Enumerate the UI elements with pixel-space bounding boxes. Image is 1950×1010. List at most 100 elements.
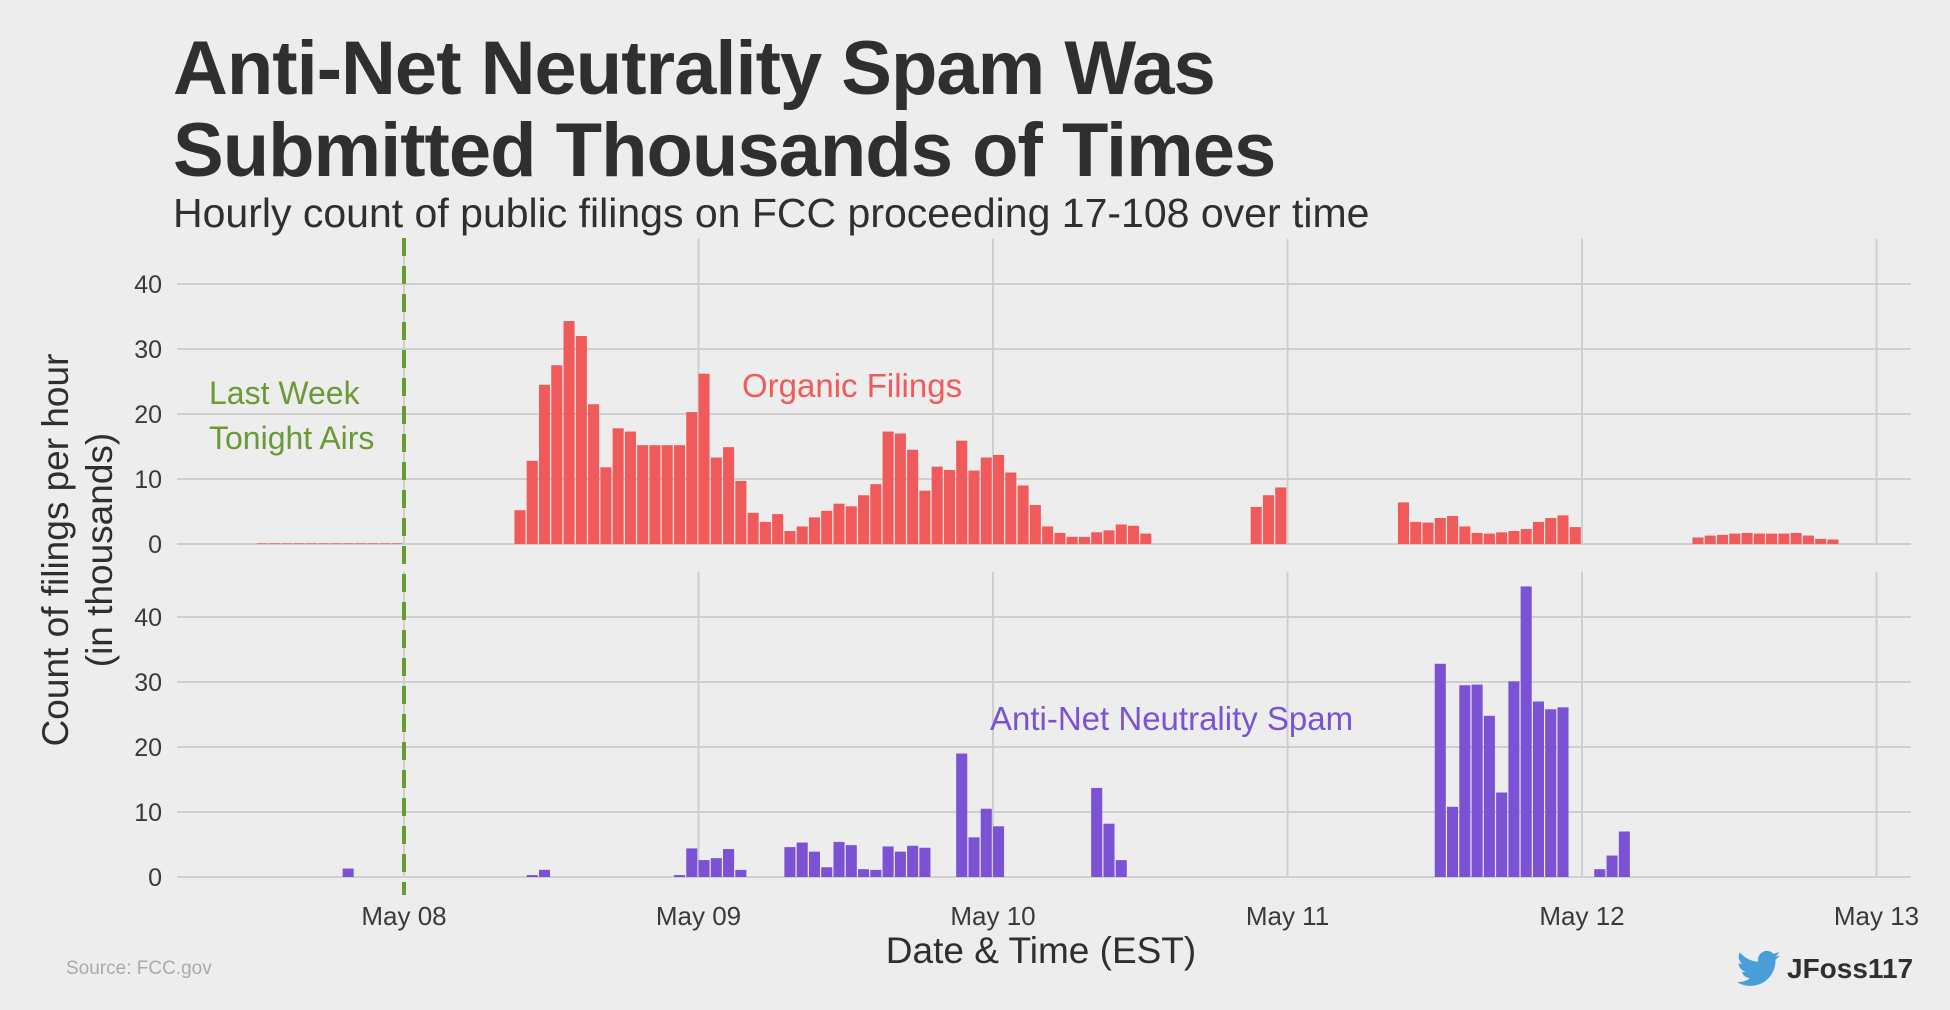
bar: [526, 875, 538, 877]
bar: [538, 869, 551, 877]
bar: [600, 467, 612, 544]
bar: [367, 543, 379, 544]
panel-spam: 0 10 20 30 40 Anti-Net Neutrality Spam: [134, 571, 1911, 892]
bar: [735, 480, 747, 544]
bar: [256, 543, 268, 544]
series-label: Organic Filings: [742, 367, 962, 404]
panel-organic: 0 10 20 30 40 Organic Filings: [134, 238, 1911, 559]
bar: [1557, 515, 1569, 544]
bar: [1422, 522, 1434, 544]
bar: [1447, 516, 1459, 544]
bar: [1778, 533, 1790, 544]
bar: [833, 841, 845, 877]
bar: [1471, 532, 1483, 544]
bar: [796, 526, 808, 544]
bar: [993, 454, 1005, 544]
title-block: Anti-Net Neutrality Spam Was Submitted T…: [173, 28, 1370, 237]
y-tick-label: 40: [134, 604, 162, 632]
bar: [305, 543, 317, 544]
bar: [919, 490, 931, 544]
bar: [894, 433, 906, 544]
bar: [796, 842, 808, 877]
bar: [1557, 707, 1569, 877]
bar: [784, 531, 796, 544]
bar: [318, 543, 330, 544]
bar: [1545, 518, 1557, 544]
bar: [1704, 535, 1716, 544]
bar: [882, 846, 894, 877]
bar: [588, 404, 600, 544]
bar: [1447, 806, 1459, 877]
bar: [686, 412, 698, 544]
bar: [526, 460, 538, 544]
bar: [1103, 530, 1115, 544]
bar: [673, 445, 686, 544]
bar: [845, 506, 857, 544]
bar: [943, 469, 955, 544]
bar: [1078, 536, 1090, 544]
bar: [342, 543, 354, 544]
y-tick-label: 30: [134, 669, 162, 697]
y-axis-label: Count of filings per hour (in thousands): [35, 354, 120, 747]
bar: [870, 869, 882, 877]
bar: [1042, 526, 1054, 544]
twitter-bird-icon: [1737, 950, 1781, 986]
x-axis-label: Date & Time (EST): [886, 930, 1196, 971]
bar: [772, 514, 784, 544]
x-tick-label: May 11: [1246, 901, 1329, 931]
bar: [907, 449, 919, 544]
bar: [1532, 701, 1544, 877]
bar: [735, 869, 747, 877]
bar: [1508, 681, 1520, 877]
bar: [1569, 527, 1581, 544]
bar: [1532, 521, 1544, 544]
bar: [1766, 533, 1778, 544]
bar: [624, 431, 636, 544]
y-tick-label: 40: [134, 271, 162, 299]
bar: [821, 510, 833, 544]
bar: [514, 510, 526, 544]
bar: [845, 845, 857, 877]
chart-subtitle: Hourly count of public filings on FCC pr…: [173, 190, 1370, 236]
bar: [1127, 525, 1140, 544]
bar: [710, 858, 722, 877]
y-tick-label: 30: [134, 336, 162, 364]
bar: [919, 847, 931, 877]
bar: [1054, 532, 1066, 544]
chart-title-line-2: Submitted Thousands of Times: [173, 108, 1276, 193]
y-axis-label-line: Count of filings per hour: [35, 354, 76, 747]
bar: [821, 867, 833, 877]
bar: [661, 445, 673, 544]
twitter-handle: JFoss117: [1787, 953, 1914, 984]
bar: [354, 543, 366, 544]
x-tick-label: May 08: [361, 901, 446, 931]
y-tick-label: 0: [148, 531, 162, 559]
bar: [649, 445, 661, 544]
y-tick-label: 10: [134, 799, 162, 827]
bar: [1091, 787, 1103, 877]
bar: [698, 860, 710, 877]
bar: [784, 847, 796, 877]
bar: [894, 851, 906, 877]
bar: [1029, 505, 1041, 544]
bar: [1753, 533, 1765, 544]
bar: [1066, 536, 1078, 544]
bar: [858, 495, 870, 544]
x-tick-label: May 12: [1539, 901, 1624, 931]
bar: [1741, 532, 1753, 544]
bar: [1115, 524, 1127, 544]
bar: [1790, 532, 1802, 544]
bar: [759, 521, 771, 544]
bar: [723, 849, 735, 877]
bar: [808, 517, 821, 544]
bar: [1802, 535, 1814, 544]
bar: [1103, 823, 1115, 877]
bar: [1716, 534, 1729, 544]
bar: [1483, 533, 1495, 544]
bar: [980, 808, 992, 877]
bar: [612, 428, 624, 544]
y-axis-label-line: (in thousands): [79, 433, 120, 667]
bar: [1496, 532, 1508, 544]
bar: [907, 845, 919, 877]
